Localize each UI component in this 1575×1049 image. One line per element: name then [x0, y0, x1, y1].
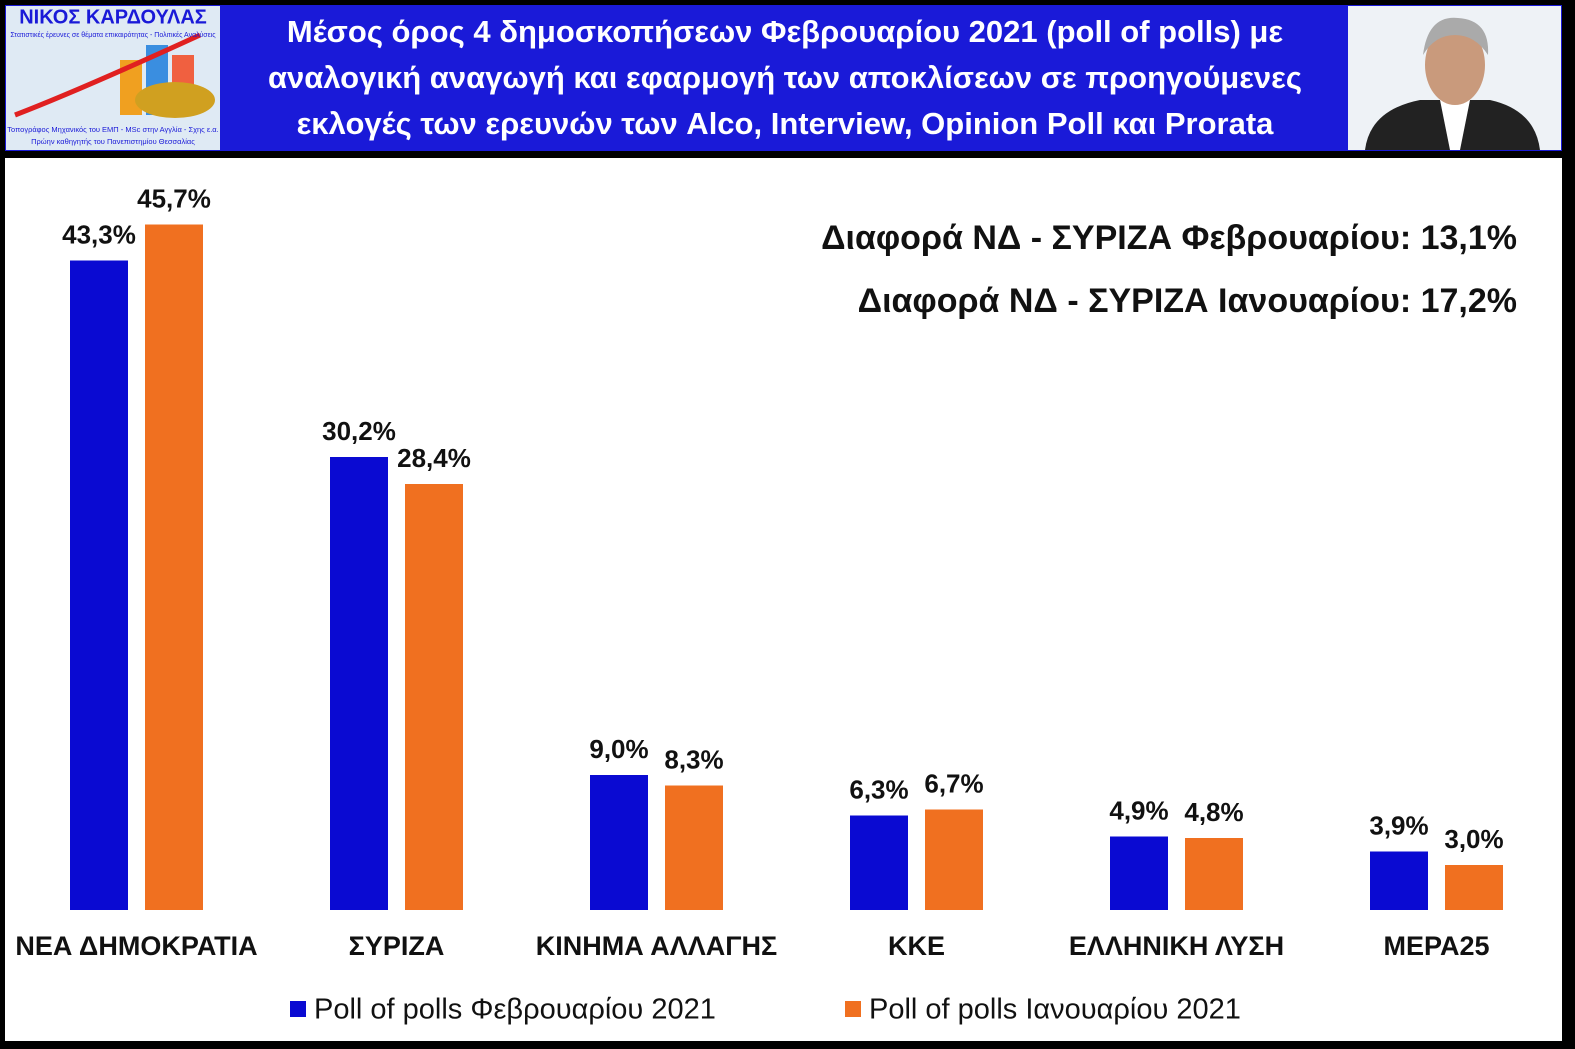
x-tick-label: ΚΙΝΗΜΑ ΑΛΛΑΓΗΣ [536, 931, 777, 961]
x-tick-label: ΕΛΛΗΝΙΚΗ ΛΥΣΗ [1069, 931, 1284, 961]
data-label: 3,9% [1369, 810, 1428, 840]
annotation: Διαφορά ΝΔ - ΣΥΡΙΖΑ Φεβρουαρίου: 13,1% [821, 219, 1517, 257]
data-label: 30,2% [322, 416, 396, 446]
plot-background [5, 158, 1562, 1041]
bar [925, 809, 983, 910]
bar [1445, 865, 1503, 910]
x-tick-label: ΚΚΕ [888, 931, 945, 961]
bar [70, 260, 128, 910]
chart-title: εκλογές των ερευνών των Alco, Interview,… [297, 106, 1275, 141]
logo-pie [135, 82, 215, 118]
legend-label: Poll of polls Φεβρουαρίου 2021 [314, 994, 716, 1026]
title: Μέσος όρος 4 δημοσκοπήσεων Φεβρουαρίου 2… [268, 14, 1302, 141]
x-tick-label: ΣΥΡΙΖΑ [349, 931, 445, 961]
photo-face [1425, 25, 1485, 105]
data-label: 45,7% [137, 183, 211, 213]
legend-swatch [845, 1001, 861, 1017]
chart-title: Μέσος όρος 4 δημοσκοπήσεων Φεβρουαρίου 2… [287, 14, 1284, 49]
data-label: 28,4% [397, 443, 471, 473]
chart-title: αναλογική αναγωγή και εφαρμογή των αποκλ… [268, 60, 1302, 95]
bar [665, 785, 723, 910]
data-label: 4,9% [1109, 795, 1168, 825]
logo-tagline: Στατιστικές έρευνες σε θέματα επικαιρότη… [10, 31, 216, 39]
data-label: 4,8% [1184, 797, 1243, 827]
bar [1185, 838, 1243, 910]
data-label: 6,7% [924, 768, 983, 798]
header-band [5, 5, 1562, 151]
bar [330, 457, 388, 910]
legend-swatch [290, 1001, 306, 1017]
logo-footer: Πρώην καθηγητής του Πανεπιστημίου Θεσσαλ… [31, 137, 195, 146]
logo-footer: Τοπογράφος Μηχανικός του ΕΜΠ - MSc στην … [7, 125, 218, 134]
photo-shirt [1440, 100, 1470, 150]
data-label: 9,0% [589, 734, 648, 764]
bar [405, 484, 463, 910]
logo: ΝΙΚΟΣ ΚΑΡΔΟΥΛΑΣ Στατιστικές έρευνες σε θ… [6, 6, 220, 150]
photo-hair [1423, 17, 1489, 55]
data-label: 3,0% [1444, 824, 1503, 854]
x-tick-label: ΜΕΡΑ25 [1383, 931, 1489, 961]
bar [850, 815, 908, 910]
bar [590, 775, 648, 910]
bar [145, 224, 203, 910]
bar [1370, 851, 1428, 910]
photo [1348, 6, 1561, 150]
data-label: 8,3% [664, 744, 723, 774]
legend-label: Poll of polls Ιανουαρίου 2021 [869, 994, 1241, 1026]
bar [1110, 836, 1168, 910]
logo-arrow [14, 32, 202, 118]
annotation: Διαφορά ΝΔ - ΣΥΡΙΖΑ Ιανουαρίου: 17,2% [858, 282, 1517, 320]
x-tick-label: ΝΕΑ ΔΗΜΟΚΡΑΤΙΑ [15, 931, 257, 961]
data-label: 6,3% [849, 774, 908, 804]
logo-name: ΝΙΚΟΣ ΚΑΡΔΟΥΛΑΣ [19, 6, 207, 28]
data-label: 43,3% [62, 219, 136, 249]
